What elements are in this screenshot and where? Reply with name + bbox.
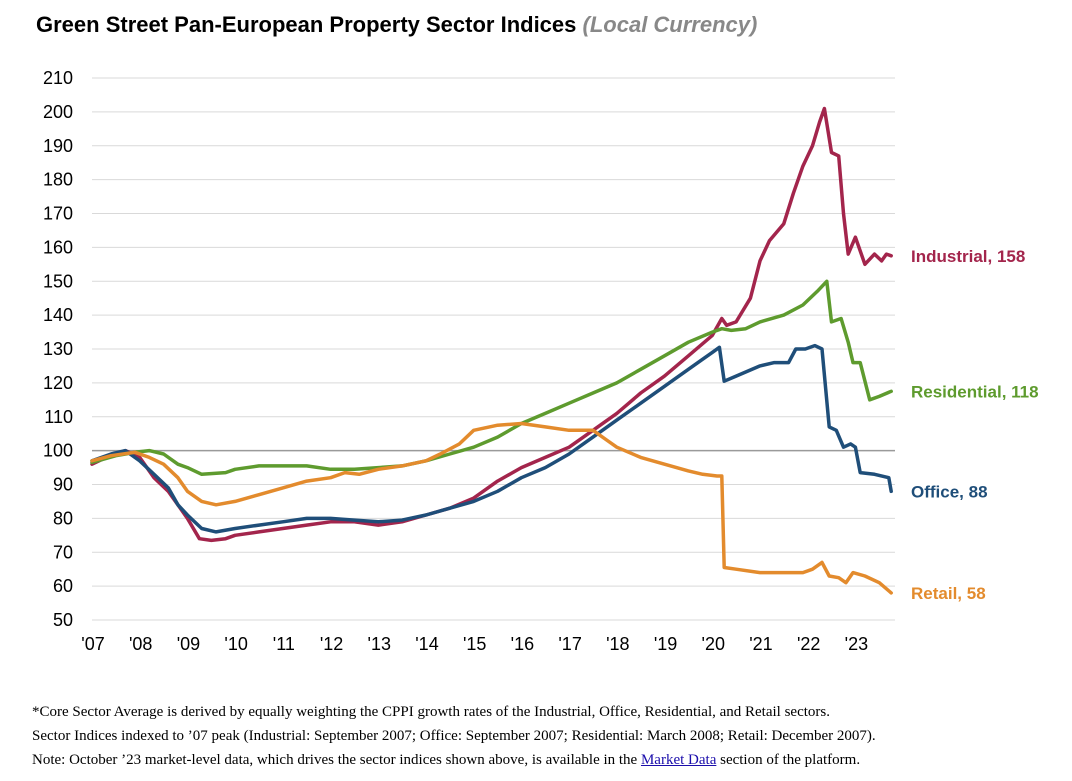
x-tick-label: '16 bbox=[511, 634, 534, 654]
y-tick-label: 140 bbox=[43, 305, 73, 325]
x-tick-label: '11 bbox=[273, 634, 295, 654]
y-tick-label: 200 bbox=[43, 102, 73, 122]
x-tick-label: '14 bbox=[415, 634, 438, 654]
y-tick-label: 180 bbox=[43, 170, 73, 190]
line-chart: 50 60 70 80 90 100 110 120 130 140 150 160 170 180 190… bbox=[43, 68, 1039, 654]
y-tick-label: 150 bbox=[43, 271, 73, 291]
chart-subtitle: (Local Currency) bbox=[582, 12, 758, 37]
x-tick-label: '13 bbox=[368, 634, 391, 654]
x-tick-label: '07 bbox=[81, 634, 104, 654]
x-tick-label: '18 bbox=[606, 634, 629, 654]
series-line-industrial bbox=[90, 106, 893, 543]
x-tick-label: '23 bbox=[845, 634, 868, 654]
chart-title-text: Green Street Pan-European Property Secto… bbox=[36, 12, 577, 37]
y-tick-label: 70 bbox=[53, 542, 73, 562]
footnote-core-average: *Core Sector Average is derived by equal… bbox=[32, 704, 830, 720]
footnote-note-text: Note: October ’23 market-level data, whi… bbox=[32, 752, 641, 768]
y-tick-label: 160 bbox=[43, 237, 73, 257]
y-tick-label: 130 bbox=[43, 339, 73, 359]
footnote-note-tail: section of the platform. bbox=[716, 752, 861, 768]
y-tick-label: 120 bbox=[43, 373, 73, 393]
x-tick-label: '21 bbox=[749, 634, 772, 654]
y-axis-ticks: 50 60 70 80 90 100 110 120 130 140 150 160 170 180 190… bbox=[43, 68, 73, 630]
x-tick-label: '17 bbox=[558, 634, 581, 654]
series-label-office: Office, 88 bbox=[911, 482, 988, 501]
x-tick-label: '08 bbox=[129, 634, 152, 654]
y-tick-label: 110 bbox=[44, 407, 73, 427]
x-tick-label: '19 bbox=[654, 634, 677, 654]
series-lines bbox=[90, 106, 893, 595]
x-tick-label: '10 bbox=[224, 634, 247, 654]
x-tick-label: '09 bbox=[177, 634, 200, 654]
y-tick-label: 100 bbox=[43, 441, 73, 461]
market-data-link[interactable]: Market Data bbox=[640, 752, 717, 768]
x-tick-label: '20 bbox=[702, 634, 725, 654]
series-end-labels: Industrial, 158 Residential, 118 Office, 8… bbox=[911, 247, 1039, 603]
x-tick-label: '12 bbox=[320, 634, 343, 654]
x-axis-ticks: '07 '08 '09 '10 '11 '12 '13 '14 '15 '16 '17 '18 '19 '… bbox=[81, 634, 868, 654]
y-tick-label: 90 bbox=[53, 475, 73, 495]
series-label-residential: Residential, 118 bbox=[911, 382, 1039, 401]
x-tick-label: '15 bbox=[463, 634, 486, 654]
series-line-residential bbox=[90, 279, 893, 477]
footnote-index-base: Sector Indices indexed to ’07 peak (Indu… bbox=[32, 728, 876, 744]
y-tick-label: 190 bbox=[43, 136, 73, 156]
y-tick-label: 80 bbox=[53, 508, 73, 528]
series-line-office bbox=[90, 343, 893, 534]
series-label-retail: Retail, 58 bbox=[911, 584, 986, 603]
x-tick-label: '22 bbox=[797, 634, 820, 654]
y-tick-label: 60 bbox=[53, 576, 73, 596]
series-label-industrial: Industrial, 158 bbox=[911, 247, 1025, 266]
footnotes: *Core Sector Average is derived by equal… bbox=[32, 700, 1062, 772]
series-line-retail bbox=[90, 421, 893, 595]
y-tick-label: 210 bbox=[43, 68, 73, 88]
chart-title: Green Street Pan-European Property Secto… bbox=[36, 12, 757, 38]
y-tick-label: 50 bbox=[53, 610, 73, 630]
footnote-data-note: Note: October ’23 market-level data, whi… bbox=[32, 748, 1062, 772]
y-tick-label: 170 bbox=[43, 204, 73, 224]
